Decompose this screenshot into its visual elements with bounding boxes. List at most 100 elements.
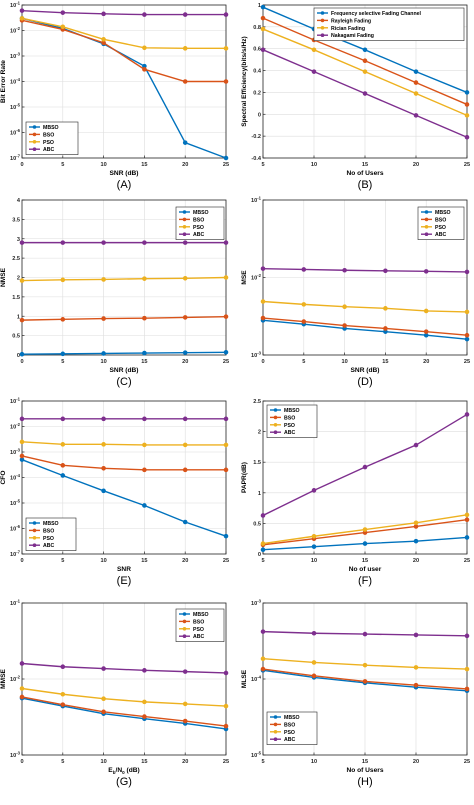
data-point [413,69,419,74]
series-line-mbso [21,17,227,159]
x-tick-label: 5 [302,359,305,365]
x-tick-label: 5 [261,558,264,564]
legend-entry: MBSO [43,521,59,527]
data-point [311,673,317,679]
y-tick-label: 10-3 [10,750,21,759]
data-point [142,503,147,508]
y-tick-label: 10-5 [251,750,262,759]
legend-marker [424,217,429,222]
legend-entry: MBSO [284,715,300,721]
x-tick-label: 5 [261,162,264,168]
data-point [182,275,188,281]
data-point [311,47,317,53]
x-tick-label: 0 [20,162,23,168]
legend-marker [273,730,278,734]
x-tick-label: 20 [182,759,188,765]
legend-marker [32,147,37,151]
y-tick-label: 10-7 [10,153,21,162]
legend-entry: MBSO [43,125,59,131]
data-point [464,517,470,523]
data-point [142,67,147,72]
legend-entry: BSO [43,132,54,138]
y-axis-label: CFO [0,471,7,485]
data-point [101,442,106,447]
x-tick-label: 25 [464,759,470,765]
x-tick-label: 15 [382,359,388,365]
y-tick-label: 2 [17,276,20,282]
legend-marker [273,722,278,727]
legend-entry: Rician Fading [331,26,365,32]
data-point [464,633,470,639]
x-tick-label: 10 [311,558,317,564]
data-point [223,79,229,84]
data-point [101,465,106,471]
legend-entry: BSO [284,415,295,421]
panel-label: (C) [116,376,131,388]
x-tick-label: 0 [20,759,23,765]
y-tick-label: 0.8 [253,25,261,31]
data-point [362,631,368,637]
data-point [362,464,368,470]
data-point [260,4,266,10]
data-point [464,412,470,417]
chart-panel-6: 0 5 10 15 20 25 10-3 10-2 10-1 Eb/N0 (dB) MMSE (G) M… [0,598,229,788]
x-tick-label: 0 [20,558,23,564]
data-point [142,240,147,245]
data-point [101,488,106,494]
series-line-bso [21,315,227,321]
data-point [60,317,66,322]
data-point [413,80,419,85]
data-point [423,329,429,334]
data-point [423,269,429,274]
x-tick-label: 20 [182,359,188,365]
data-point [260,315,266,321]
y-tick-label: 1 [258,3,261,9]
data-point [413,113,419,118]
y-tick-label: 10-5 [10,498,21,507]
y-tick-label: 10-5 [10,102,21,111]
data-point [260,547,266,553]
x-tick-label: 5 [61,558,64,564]
data-point [60,351,66,357]
legend-entry: PSO [43,536,54,542]
y-tick-label: 10-7 [10,549,21,558]
x-tick-label: 15 [141,359,147,365]
panel-label: (H) [357,776,372,788]
series-line-mbso [21,351,227,355]
data-point [223,442,229,448]
legend-entry: BSO [193,217,204,223]
x-tick-label: 15 [362,759,368,765]
x-tick-label: 0 [20,359,23,365]
x-tick-label: 10 [100,162,106,168]
legend-marker [32,125,37,129]
y-tick-label: 3.5 [12,217,20,223]
x-axis-label: SNR [117,566,131,573]
legend-entry: ABC [43,147,54,153]
data-point [60,691,66,697]
data-point [19,439,25,445]
y-tick-label: 4 [17,198,21,204]
data-point [413,632,419,638]
legend-entry: PSO [43,140,54,146]
data-point [101,277,106,282]
x-tick-label: 10 [311,162,317,168]
x-tick-label: 25 [464,558,470,564]
data-point [101,709,106,715]
data-point [223,240,229,245]
data-point [19,240,25,245]
legend-entry: MBSO [193,612,209,618]
data-point [223,275,229,280]
series-line-bso [21,19,226,83]
y-tick-label: 10-3 [10,447,21,456]
data-point [142,45,147,51]
data-point [260,656,266,661]
y-tick-label: 10-4 [251,674,262,683]
data-point [182,315,188,320]
data-point [311,630,317,636]
data-point [19,351,25,357]
x-tick-label: 15 [141,558,147,564]
data-point [60,664,66,670]
data-point [464,113,470,118]
legend-entry: ABC [193,232,204,238]
